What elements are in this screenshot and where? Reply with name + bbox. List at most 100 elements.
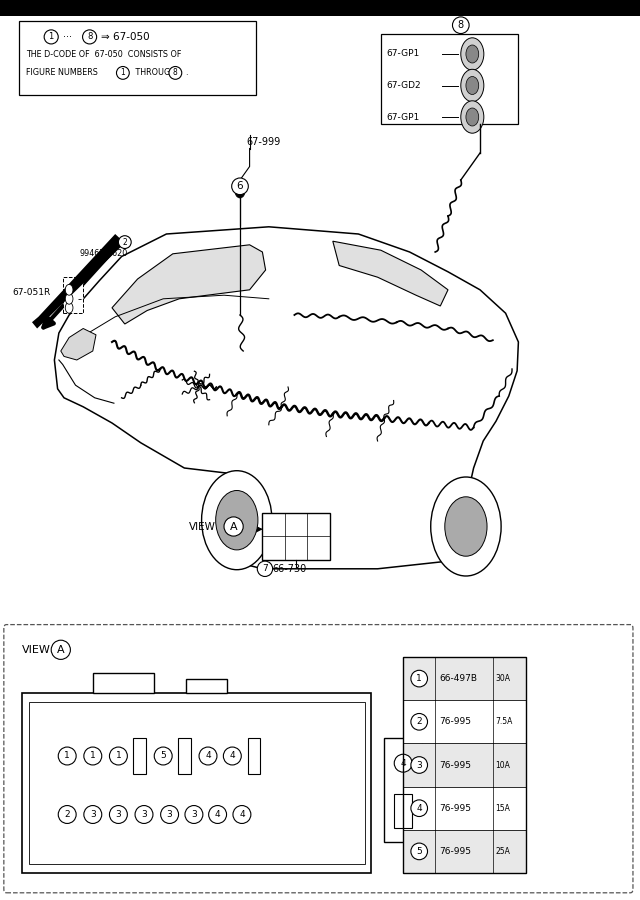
- Bar: [381, 34, 518, 124]
- Bar: [0, 0, 640, 16]
- Bar: [22, 693, 371, 873]
- Text: 76-995: 76-995: [439, 847, 471, 856]
- Bar: [403, 700, 526, 743]
- Ellipse shape: [199, 747, 217, 765]
- Text: 7: 7: [262, 564, 268, 573]
- Text: 4: 4: [239, 810, 244, 819]
- Text: 3: 3: [141, 810, 147, 819]
- Ellipse shape: [84, 747, 102, 765]
- Text: 67-999: 67-999: [246, 137, 281, 148]
- Text: 76-995: 76-995: [439, 804, 471, 813]
- Ellipse shape: [224, 517, 243, 536]
- Circle shape: [202, 471, 272, 570]
- Text: 1: 1: [120, 68, 125, 77]
- Text: 10A: 10A: [495, 760, 510, 770]
- Ellipse shape: [411, 800, 428, 816]
- Bar: [186, 680, 227, 693]
- Text: 8: 8: [458, 20, 464, 31]
- Bar: [63, 277, 83, 313]
- Bar: [29, 702, 365, 864]
- Text: 7.5A: 7.5A: [495, 717, 513, 726]
- Text: 8: 8: [87, 32, 92, 41]
- Circle shape: [461, 38, 484, 70]
- Circle shape: [461, 69, 484, 102]
- Text: 1: 1: [65, 752, 70, 760]
- Bar: [178, 738, 191, 774]
- Text: A: A: [57, 644, 65, 655]
- Ellipse shape: [44, 30, 58, 44]
- Polygon shape: [61, 328, 96, 360]
- Polygon shape: [32, 234, 125, 328]
- Ellipse shape: [452, 17, 469, 33]
- Text: FIGURE NUMBERS: FIGURE NUMBERS: [26, 68, 100, 77]
- Text: 2: 2: [122, 238, 127, 247]
- Circle shape: [65, 302, 73, 313]
- Circle shape: [431, 477, 501, 576]
- Ellipse shape: [116, 67, 129, 79]
- Text: 30A: 30A: [495, 674, 510, 683]
- Circle shape: [466, 76, 479, 94]
- Ellipse shape: [185, 806, 203, 824]
- Text: 4: 4: [230, 752, 235, 760]
- Text: 1: 1: [116, 752, 121, 760]
- Ellipse shape: [411, 843, 428, 860]
- Bar: [403, 657, 526, 700]
- Ellipse shape: [109, 806, 127, 824]
- Circle shape: [461, 101, 484, 133]
- Ellipse shape: [58, 747, 76, 765]
- Bar: [93, 673, 154, 693]
- Bar: [19, 21, 256, 94]
- Bar: [262, 513, 330, 560]
- Text: ⇒ 67-050: ⇒ 67-050: [101, 32, 150, 42]
- Text: 67-GD2: 67-GD2: [386, 81, 420, 90]
- Ellipse shape: [84, 806, 102, 824]
- Ellipse shape: [83, 30, 97, 44]
- Text: 4: 4: [215, 810, 220, 819]
- Bar: [403, 830, 526, 873]
- Text: 4: 4: [417, 804, 422, 813]
- Text: 99463-0620: 99463-0620: [80, 249, 128, 258]
- Text: 66-497B: 66-497B: [439, 674, 477, 683]
- Ellipse shape: [232, 178, 248, 194]
- Circle shape: [445, 497, 487, 556]
- Text: 3: 3: [90, 810, 95, 819]
- Circle shape: [466, 45, 479, 63]
- Text: 4: 4: [401, 759, 406, 768]
- Text: 2: 2: [65, 810, 70, 819]
- Circle shape: [235, 184, 245, 198]
- Text: 67-GP1: 67-GP1: [386, 112, 419, 122]
- Text: 3: 3: [116, 810, 121, 819]
- Text: 67-GP1: 67-GP1: [386, 50, 419, 58]
- Ellipse shape: [209, 806, 227, 824]
- Text: 8: 8: [173, 68, 178, 77]
- Bar: [403, 743, 526, 787]
- Ellipse shape: [257, 561, 273, 577]
- Bar: [248, 738, 260, 774]
- Text: THROUGH: THROUGH: [133, 68, 179, 77]
- Ellipse shape: [135, 806, 153, 824]
- Text: 6: 6: [237, 181, 243, 192]
- Circle shape: [466, 108, 479, 126]
- Ellipse shape: [58, 806, 76, 824]
- Text: VIEW: VIEW: [189, 521, 216, 532]
- Text: VIEW: VIEW: [22, 644, 51, 655]
- Text: 3: 3: [191, 810, 196, 819]
- Text: 76-995: 76-995: [439, 760, 471, 770]
- Circle shape: [65, 284, 73, 295]
- Bar: [394, 794, 412, 828]
- Text: 1: 1: [49, 32, 54, 41]
- Text: 3: 3: [417, 760, 422, 770]
- Text: ···: ···: [63, 32, 72, 42]
- Text: 3: 3: [167, 810, 172, 819]
- Ellipse shape: [223, 747, 241, 765]
- Text: 76-995: 76-995: [439, 717, 471, 726]
- Ellipse shape: [411, 670, 428, 687]
- Bar: [384, 738, 422, 842]
- Text: A: A: [230, 521, 237, 532]
- Ellipse shape: [411, 714, 428, 730]
- Text: 25A: 25A: [495, 847, 510, 856]
- Ellipse shape: [154, 747, 172, 765]
- Ellipse shape: [233, 806, 251, 824]
- Polygon shape: [54, 227, 518, 569]
- Circle shape: [65, 293, 73, 304]
